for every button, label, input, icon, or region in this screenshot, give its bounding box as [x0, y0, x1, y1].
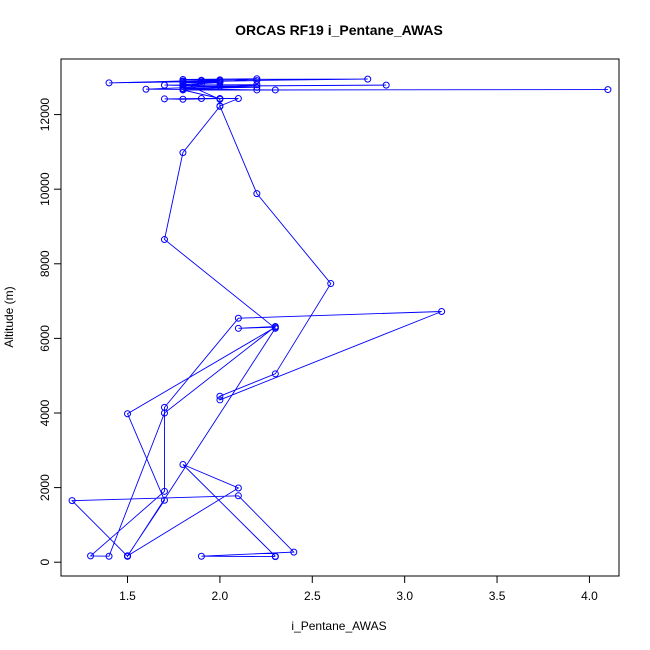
data-point — [87, 552, 95, 560]
data-point — [327, 280, 335, 288]
y-axis: 0 2000 4000 6000 8000 10000 12000 — [38, 98, 61, 566]
x-axis: 1.5 2.0 2.5 3.0 3.5 4.0 — [119, 576, 598, 603]
data-point — [438, 308, 446, 316]
data-point — [179, 77, 187, 85]
data-point — [179, 81, 187, 89]
data-point — [234, 484, 242, 492]
data-point — [160, 487, 168, 495]
data-point — [160, 403, 168, 411]
data-point — [124, 552, 132, 560]
data-point — [160, 81, 168, 89]
x-tick-label: 2.0 — [212, 589, 229, 603]
data-point — [290, 548, 298, 556]
data-point — [271, 324, 279, 332]
data-point — [68, 497, 76, 505]
y-tick-label: 2000 — [38, 474, 52, 501]
data-point — [271, 86, 279, 94]
data-point — [216, 95, 224, 103]
y-tick-label: 12000 — [38, 98, 52, 132]
x-tick-label: 1.5 — [119, 589, 136, 603]
data-point — [197, 80, 205, 88]
data-point — [364, 75, 372, 83]
data-point — [179, 95, 187, 103]
data-point — [253, 190, 261, 198]
data-point — [271, 370, 279, 378]
data-point — [271, 322, 279, 330]
data-point — [382, 81, 390, 89]
data-point — [197, 552, 205, 560]
y-tick-label: 8000 — [38, 250, 52, 277]
x-tick-label: 2.5 — [304, 589, 321, 603]
chart-title: ORCAS RF19 i_Pentane_AWAS — [235, 22, 443, 38]
data-point — [105, 79, 113, 87]
data-point — [160, 496, 168, 504]
data-point — [179, 149, 187, 157]
y-tick-label: 6000 — [38, 325, 52, 352]
data-point — [234, 324, 242, 332]
y-tick-label: 10000 — [38, 172, 52, 206]
data-point — [271, 552, 279, 560]
data-point — [216, 392, 224, 400]
x-axis-label: i_Pentane_AWAS — [291, 619, 386, 633]
data-point — [179, 460, 187, 468]
data-point — [234, 314, 242, 322]
y-tick-label: 4000 — [38, 399, 52, 426]
data-point — [142, 85, 150, 93]
data-point — [197, 95, 205, 103]
data-point — [197, 77, 205, 85]
data-point — [179, 79, 187, 87]
y-axis-label: Altitude (m) — [2, 286, 16, 347]
y-tick-label: 0 — [38, 559, 52, 566]
data-point — [105, 552, 113, 560]
series-group — [68, 75, 612, 561]
x-tick-label: 3.0 — [396, 589, 413, 603]
data-point — [216, 78, 224, 86]
data-point — [216, 102, 224, 110]
data-point — [253, 86, 261, 94]
data-point — [253, 77, 261, 85]
data-point — [124, 410, 132, 418]
series-line — [71, 78, 608, 558]
data-point — [253, 75, 261, 83]
data-point — [604, 86, 612, 94]
data-point — [216, 396, 224, 404]
x-tick-label: 3.5 — [489, 589, 506, 603]
plot-frame — [60, 58, 620, 577]
data-point — [160, 236, 168, 244]
data-point — [234, 95, 242, 103]
x-tick-label: 4.0 — [581, 589, 598, 603]
data-point — [160, 95, 168, 103]
data-point — [234, 492, 242, 500]
data-point — [253, 83, 261, 91]
